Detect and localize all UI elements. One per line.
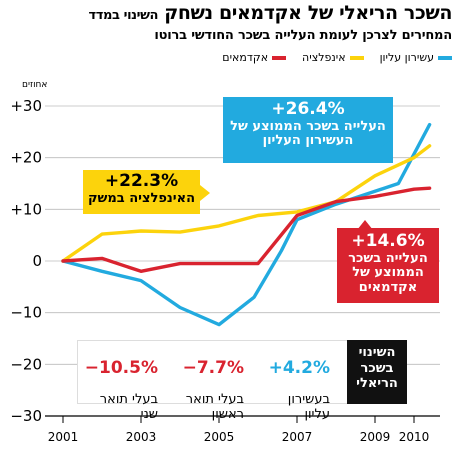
callout-inflation: +22.3% האינפלציה במשק <box>83 170 200 214</box>
y-tick-label: −20 <box>10 355 42 373</box>
summary-value-masters: −10.5% <box>84 357 158 378</box>
legend-swatch-academics <box>272 55 287 60</box>
callout-academics-pointer <box>357 220 373 230</box>
y-tick-label: −30 <box>10 407 42 425</box>
callout-inflation-text: האינפלציה במשק <box>87 190 196 206</box>
legend-item-inflation: אינפלציה <box>302 51 364 64</box>
series-line-1 <box>61 122 432 327</box>
summary-heading: השינוי בשכר הריאלי <box>347 340 407 404</box>
title-main: השכר הריאלי של אקדמאים נשחק <box>164 2 452 24</box>
series-line-0 <box>61 144 432 263</box>
real-wage-summary: השינוי בשכר הריאלי +4.2% בעשירון עליון −… <box>77 340 407 422</box>
summary-item-top-decile: +4.2% בעשירון עליון <box>250 344 330 423</box>
y-axis-unit-label: אחוזים <box>22 80 48 90</box>
legend-label-top-decile: עשירון עליון <box>379 51 434 64</box>
y-tick-label: +30 <box>10 97 42 115</box>
legend-swatch-top-decile <box>438 55 452 60</box>
x-tick-label: 2005 <box>204 430 235 444</box>
x-tick-label: 2009 <box>360 430 391 444</box>
callout-academics-text: העלייה בשכר הממוצע של אקדמאים <box>348 250 428 296</box>
y-tick-label: 0 <box>32 252 42 270</box>
callout-inflation-pointer <box>200 185 210 201</box>
chart-subtitle: המחירים לצרכן לעומת העלייה בשכר החודשי ב… <box>154 28 452 43</box>
x-tick-label: 2001 <box>48 430 79 444</box>
summary-item-masters: −10.5% בעלי תואר שני <box>78 344 158 423</box>
summary-value-bachelors: −7.7% <box>182 357 244 378</box>
x-tick-label: 2003 <box>126 430 157 444</box>
summary-label-masters: בעלי תואר שני <box>99 392 158 423</box>
y-tick-label: −10 <box>10 304 42 322</box>
legend-label-inflation: אינפלציה <box>302 51 346 64</box>
axis-labels: +30 +20 +10 0 −10 −20 −30 2001 2003 2005 2007 2009 2… <box>10 97 429 444</box>
x-tick-label: 2010 <box>399 430 430 444</box>
callout-top-decile-pointer <box>381 131 393 147</box>
legend-label-academics: אקדמאים <box>222 51 269 64</box>
summary-label-top-decile: בעשירון עליון <box>287 392 330 423</box>
y-tick-label: +10 <box>10 200 42 218</box>
summary-item-bachelors: −7.7% בעלי תואר ראשון <box>164 344 244 423</box>
chart-title: השכר הריאלי של אקדמאים נשחק השינוי במדד <box>88 2 453 24</box>
callout-top-decile: +26.4% העלייה בשכר הממוצע של העשירון העל… <box>223 97 393 163</box>
callout-top-decile-text: העלייה בשכר הממוצע של העשירון העליון <box>230 118 386 149</box>
legend: עשירון עליון אינפלציה אקדמאים <box>222 51 452 64</box>
callout-academics-value: +14.6% <box>351 231 425 251</box>
y-tick-label: +20 <box>10 149 42 167</box>
summary-value-top-decile: +4.2% <box>268 357 330 378</box>
series-lines <box>61 122 432 327</box>
callout-academics: +14.6% העלייה בשכר הממוצע של אקדמאים <box>337 228 439 303</box>
legend-item-academics: אקדמאים <box>222 51 287 64</box>
callout-inflation-value: +22.3% <box>104 171 179 191</box>
x-tick-label: 2007 <box>282 430 313 444</box>
title-note: השינוי במדד <box>88 8 159 23</box>
summary-label-bachelors: בעלי תואר ראשון <box>185 392 244 423</box>
legend-item-top-decile: עשירון עליון <box>380 51 452 64</box>
callout-top-decile-value: +26.4% <box>271 99 345 119</box>
legend-swatch-inflation <box>349 55 364 60</box>
series-line-2 <box>61 186 432 273</box>
